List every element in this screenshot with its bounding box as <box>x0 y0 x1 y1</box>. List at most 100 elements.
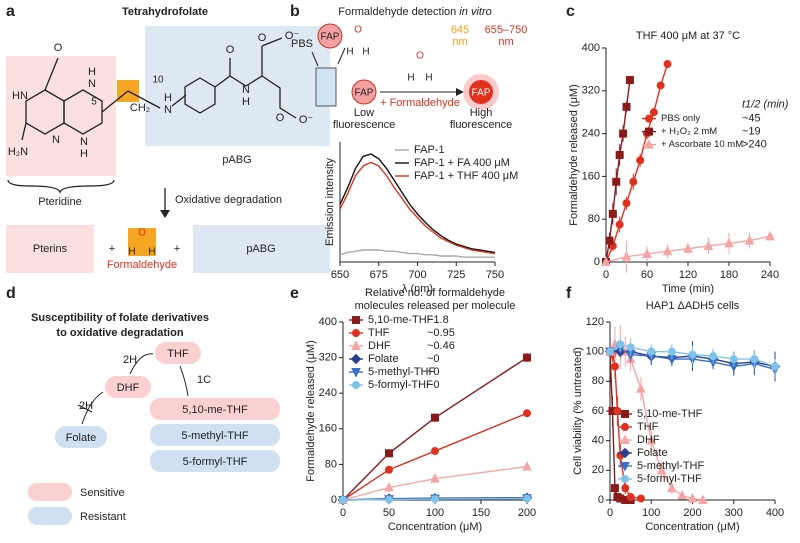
atom: O <box>354 25 362 36</box>
probe <box>469 80 493 104</box>
step: 1C <box>197 374 211 386</box>
marker <box>621 251 632 261</box>
legend-note: >240 <box>742 139 767 151</box>
probe-label: FAP <box>321 32 340 43</box>
y-axis-label: Formaldehyde released (μM) <box>568 84 580 225</box>
x-tick-label: 650 <box>331 269 349 281</box>
y-tick-label: 40 <box>592 435 604 447</box>
x-tick-label: 400 <box>766 507 784 519</box>
atom: H <box>407 73 414 84</box>
marker <box>647 347 656 356</box>
atom: O <box>276 112 285 124</box>
panel-b-schematic: Formaldehyde detection in vitro PBS FAP … <box>291 6 527 131</box>
marker <box>656 464 667 475</box>
marker <box>621 410 629 418</box>
legend-note: ~45 <box>742 113 761 125</box>
y-tick-label: 20 <box>592 464 604 476</box>
cuvette <box>315 67 337 107</box>
marker <box>621 484 630 493</box>
marker <box>765 230 775 241</box>
y-tick-label: 120 <box>586 316 604 328</box>
atom: H <box>362 47 369 58</box>
node-label: 5,10-me-THF <box>182 404 248 416</box>
series-line <box>605 63 669 263</box>
probe <box>317 23 343 49</box>
marker <box>636 156 645 165</box>
x-tick-label: 0 <box>607 507 613 519</box>
series-line <box>339 153 496 254</box>
probe <box>351 79 377 105</box>
y-tick-label: 240 <box>582 128 600 140</box>
y-axis-label: Formaldehyde released (μM) <box>305 340 317 481</box>
bonds <box>21 57 187 141</box>
excitation: 645 <box>451 24 469 36</box>
atom-number: 10 <box>152 75 164 86</box>
x-tick-label: 150 <box>472 507 490 519</box>
x-tick-label: 50 <box>383 507 395 519</box>
marker <box>619 129 628 138</box>
legend-label: FAP-1 <box>414 144 445 156</box>
low-label: Low <box>354 107 374 119</box>
pbs: PBS <box>291 38 313 50</box>
atom: N <box>242 84 250 96</box>
atom: H <box>164 92 172 104</box>
x-tick-label: 100 <box>426 507 444 519</box>
y-tick-label: 400 <box>582 42 600 54</box>
marker <box>629 177 638 186</box>
x-tick-label: 240 <box>761 269 779 281</box>
marker <box>667 347 676 356</box>
y-tick-label: 0 <box>331 494 337 506</box>
x-axis-label: Concentration (μM) <box>645 521 739 533</box>
legend-note: ~0 <box>427 379 440 391</box>
x-axis-label: Concentration (μM) <box>388 521 482 533</box>
marker <box>729 355 738 364</box>
series-line <box>342 412 528 501</box>
legend-header: t1/2 (min) <box>742 99 789 111</box>
panel-d: Susceptibility of folate derivatives to … <box>28 312 280 525</box>
atom: O <box>138 228 146 239</box>
series-line <box>339 249 495 258</box>
title-italic: in vitro <box>459 6 491 18</box>
marker <box>605 236 614 245</box>
x-tick-label: 700 <box>408 269 426 281</box>
atom-number: 5 <box>91 97 97 108</box>
marker <box>601 256 611 266</box>
legend-swatch <box>28 483 72 501</box>
arrowhead <box>456 88 464 96</box>
y-tick-label: 80 <box>588 213 600 225</box>
marker <box>677 489 687 500</box>
x-tick-label: 725 <box>447 269 465 281</box>
x-axis-label: λ (nm) <box>402 283 433 295</box>
marker <box>656 81 665 90</box>
pteridine-box <box>6 56 116 176</box>
atom: CH₂ <box>130 102 150 114</box>
legend-label: Sensitive <box>80 487 125 499</box>
atom: H <box>242 96 250 108</box>
legend-label: Folate <box>637 447 668 459</box>
step: 2H <box>79 400 93 412</box>
legend-label: 5-formyl-THF <box>368 379 433 391</box>
marker <box>645 114 653 123</box>
legend-note: ~19 <box>742 126 761 138</box>
x-tick-label: 300 <box>725 507 743 519</box>
y-tick-label: 400 <box>319 316 337 328</box>
product-box <box>128 228 156 256</box>
marker <box>350 353 362 365</box>
product-box <box>193 225 330 273</box>
marker <box>649 108 658 117</box>
node-label: THF <box>167 348 189 360</box>
marker <box>523 353 531 362</box>
legend-label: DHF <box>637 434 660 446</box>
formaldehyde-label: Formaldehyde <box>107 259 177 271</box>
atom: O <box>226 44 235 56</box>
marker <box>523 494 531 503</box>
arrowhead <box>160 210 170 218</box>
x-tick-label: 750 <box>486 269 504 281</box>
step-label: Oxidative degradation <box>175 194 282 206</box>
marker <box>644 139 654 149</box>
node <box>155 342 201 364</box>
x-axis-label: Time (min) <box>662 283 714 295</box>
panel-label: a <box>6 3 15 20</box>
atom: N <box>88 78 96 90</box>
panel-label: f <box>566 285 572 302</box>
